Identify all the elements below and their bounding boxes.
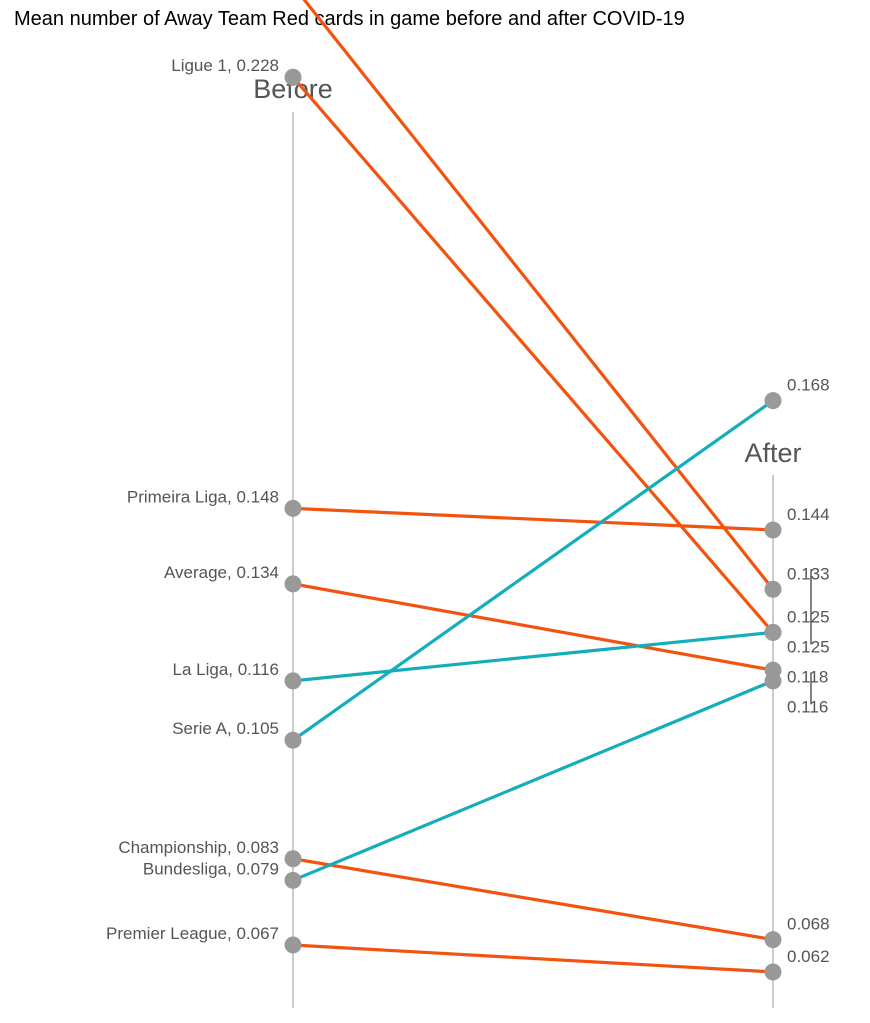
point-after-serie-a: [764, 392, 782, 410]
point-before-primeira-liga: [284, 499, 302, 517]
label-after-average: 0.118: [787, 667, 828, 686]
point-before-average: [284, 575, 302, 593]
point-before-serie-a: [284, 731, 302, 749]
slope-line-la-liga: [291, 630, 775, 683]
point-after-championship: [764, 931, 782, 949]
slope-line-primeira-liga: [291, 506, 775, 532]
chart-title: Mean number of Away Team Red cards in ga…: [14, 8, 685, 30]
label-before-average: Average, 0.134: [164, 563, 279, 582]
label-before-premier-league: Premier League, 0.067: [106, 924, 279, 943]
label-after-primeira-liga: 0.144: [787, 505, 830, 524]
after-heading: After: [744, 438, 801, 468]
label-before-primeira-liga: Primeira Liga, 0.148: [127, 487, 279, 506]
label-after-eredivisie: 0.133: [787, 564, 830, 583]
label-before-la-liga: La Liga, 0.116: [173, 660, 280, 679]
slope-line-average: [291, 582, 775, 672]
label-before-serie-a: Serie A, 0.105: [172, 719, 279, 738]
slope-line-eredivisie: [302, 0, 775, 591]
point-before-la-liga: [284, 672, 302, 690]
label-before-bundesliga: Bundesliga, 0.079: [143, 859, 279, 878]
point-before-premier-league: [284, 936, 302, 954]
label-after-la-liga: 0.125: [787, 637, 830, 656]
point-after-primeira-liga: [764, 521, 782, 539]
point-after-eredivisie: [764, 580, 782, 598]
label-after-serie-a: 0.168: [787, 376, 830, 395]
label-after-premier-league: 0.062: [787, 947, 830, 966]
point-after-la-liga: [764, 623, 782, 641]
point-before-championship: [284, 850, 302, 868]
point-after-premier-league: [764, 963, 782, 981]
label-before-ligue-1: Ligue 1, 0.228: [171, 56, 279, 75]
slope-line-bundesliga: [291, 679, 775, 882]
label-after-bundesliga: 0.116: [787, 697, 828, 716]
slope-line-premier-league: [291, 943, 775, 974]
label-before-championship: Championship, 0.083: [118, 838, 279, 857]
slope-line-serie-a: [291, 399, 775, 742]
label-after-championship: 0.068: [787, 915, 830, 934]
point-before-ligue-1: [284, 68, 302, 86]
slope-line-ligue-1: [291, 75, 775, 634]
slope-line-championship: [291, 857, 775, 942]
point-after-bundesliga: [764, 672, 782, 690]
point-before-bundesliga: [284, 871, 302, 889]
label-after-ligue-1: 0.125: [787, 607, 830, 626]
